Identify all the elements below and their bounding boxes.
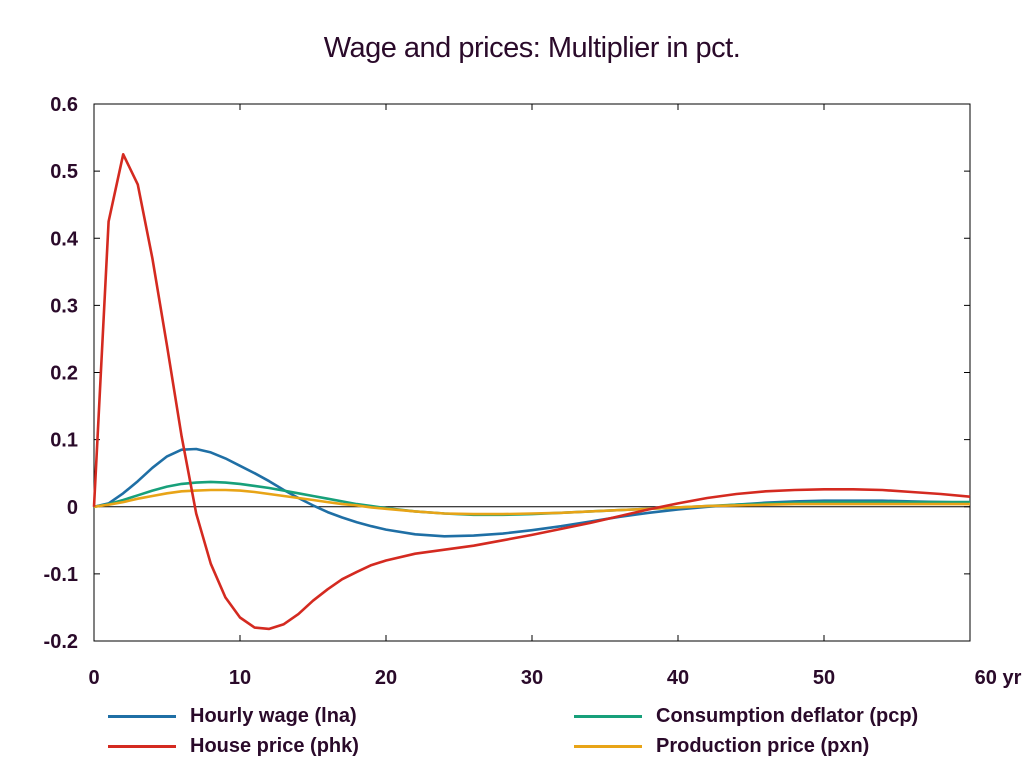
y-tick-label: 0.6 bbox=[50, 94, 78, 116]
y-tick-label: 0.5 bbox=[50, 161, 78, 183]
axes bbox=[93, 103, 971, 642]
plot-frame bbox=[93, 103, 971, 642]
y-tick-label: -0.1 bbox=[44, 564, 78, 586]
legend-item-house-price: House price (phk) bbox=[108, 731, 359, 761]
legend-label-consumption-deflator: Consumption deflator (pcp) bbox=[656, 704, 919, 727]
y-tick-label: 0.2 bbox=[50, 363, 78, 385]
x-tick-label: 50 bbox=[813, 667, 835, 689]
legend-swatch-hourly-wage bbox=[108, 714, 176, 718]
legend: Hourly wage (lna) House price (phk) Cons… bbox=[0, 700, 1024, 770]
y-tick-label: 0.1 bbox=[50, 430, 78, 452]
tick-labels: 0.6 0.5 0.4 0.3 0.2 0.1 0 -0.1 -0.2 0 10 20 30 40 50 60… bbox=[44, 94, 1022, 689]
x-tick-label: 60 yr bbox=[975, 667, 1022, 689]
y-tick-label: -0.2 bbox=[44, 631, 78, 653]
legend-item-hourly-wage: Hourly wage (lna) bbox=[108, 701, 357, 731]
legend-item-consumption-deflator: Consumption deflator (pcp) bbox=[574, 701, 918, 731]
x-tick-label: 10 bbox=[229, 667, 251, 689]
legend-label-house-price: House price (phk) bbox=[190, 734, 359, 757]
series-line-consumption-deflator bbox=[93, 480, 970, 517]
x-tick-label: 0 bbox=[88, 667, 99, 689]
series-line-house-price bbox=[92, 153, 971, 631]
line-chart: 0.6 0.5 0.4 0.3 0.2 0.1 0 -0.1 -0.2 0 10 20 30 40 50 60… bbox=[44, 94, 1022, 689]
x-tick-label: 20 bbox=[375, 667, 397, 689]
chart-title: Wage and prices: Multiplier in pct. bbox=[323, 32, 741, 64]
x-tick-label: 40 bbox=[667, 667, 689, 689]
legend-swatch-production-price bbox=[574, 744, 642, 748]
y-tick-label: 0.4 bbox=[50, 228, 79, 250]
y-tick-label: 0.3 bbox=[50, 295, 78, 317]
x-tick-label: 30 bbox=[521, 667, 543, 689]
legend-label-hourly-wage: Hourly wage (lna) bbox=[190, 704, 357, 727]
legend-item-production-price: Production price (pxn) bbox=[574, 731, 869, 761]
y-tick-label: 0 bbox=[67, 497, 78, 519]
series-line-hourly-wage bbox=[93, 447, 971, 538]
legend-swatch-house-price bbox=[108, 744, 176, 748]
legend-swatch-consumption-deflator bbox=[574, 714, 642, 718]
series-lines bbox=[92, 153, 971, 631]
legend-label-production-price: Production price (pxn) bbox=[656, 734, 870, 757]
